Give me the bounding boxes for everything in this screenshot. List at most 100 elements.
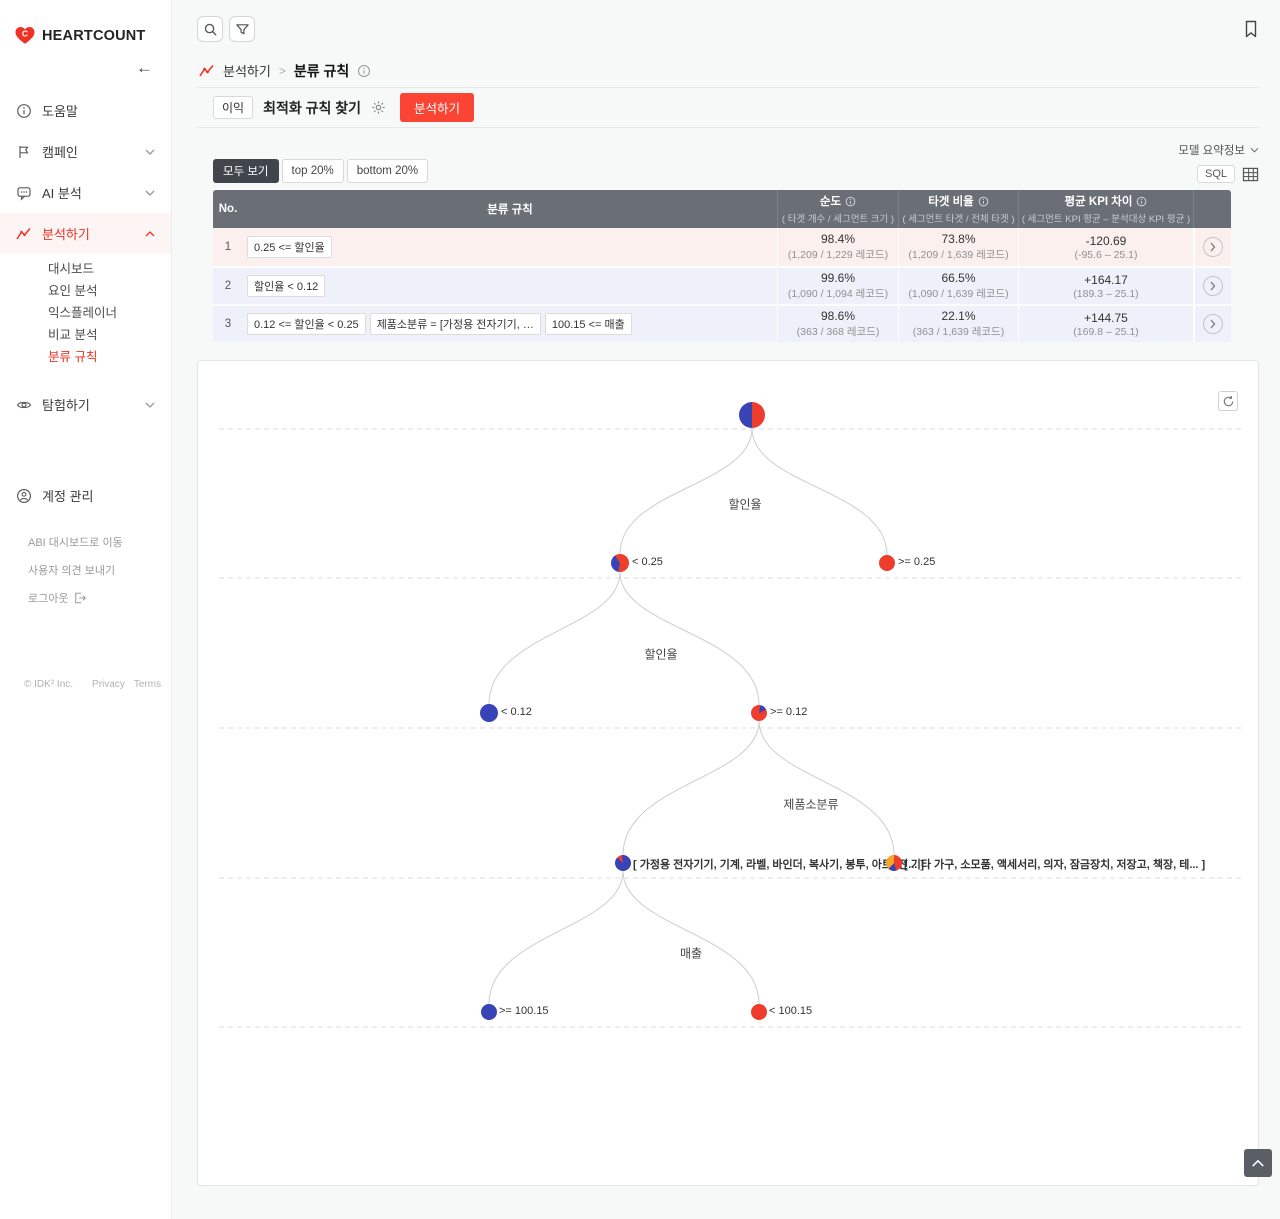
sidebar-item-classification-rules[interactable]: 분류 규칙 bbox=[48, 350, 98, 364]
info-icon[interactable] bbox=[978, 196, 989, 207]
brand-name: HEARTCOUNT bbox=[42, 27, 146, 44]
header-label: 순도 bbox=[819, 196, 842, 208]
tree-node-sales-gte-10015[interactable] bbox=[481, 1004, 497, 1020]
chevron-down-icon bbox=[145, 402, 155, 408]
row-detail-button[interactable] bbox=[1203, 237, 1223, 257]
split-variable-label: 할인율 bbox=[722, 495, 768, 513]
table-row[interactable]: 3 0.12 <= 할인율 < 0.25 제품소분류 = [가정용 전자기기, … bbox=[213, 304, 1231, 342]
sidebar-item-label: 계정 관리 bbox=[42, 489, 94, 504]
sidebar-item-factor-analysis[interactable]: 요인 분석 bbox=[48, 284, 98, 298]
chevron-right-icon bbox=[1210, 281, 1216, 291]
split-variable-label: 할인율 bbox=[638, 645, 684, 663]
link-label: 로그아웃 bbox=[28, 593, 69, 605]
sidebar-item-help[interactable]: 도움말 bbox=[0, 90, 171, 131]
privacy-link[interactable]: Privacy bbox=[92, 679, 125, 690]
tree-node-sales-lt-10015[interactable] bbox=[751, 1004, 767, 1020]
kpi-diff-cell: -120.69 (-95.6 – 25.1) bbox=[1018, 228, 1193, 266]
terms-link[interactable]: Terms bbox=[133, 679, 162, 690]
filter-chip-bottom20[interactable]: bottom 20% bbox=[346, 159, 429, 183]
tree-node-label: [ 기타 가구, 소모품, 액세서리, 의자, 잠금장치, 저장고, 책장, 테… bbox=[904, 859, 1206, 871]
reset-tree-button[interactable] bbox=[1218, 391, 1238, 411]
kpi-chip[interactable]: 이익 bbox=[213, 96, 254, 119]
chevron-up-icon bbox=[145, 230, 155, 237]
tree-node-subcategory-right[interactable] bbox=[886, 855, 902, 871]
tree-edges-layer bbox=[219, 427, 1244, 1028]
sidebar-item-explainer[interactable]: 익스플레이너 bbox=[48, 306, 118, 320]
sidebar-item-account[interactable]: 계정 관리 bbox=[0, 475, 171, 516]
breadcrumb-separator: > bbox=[278, 63, 286, 78]
table-controls: 모두 보기 top 20% bottom 20% 모델 요약정보 SQL bbox=[197, 142, 1259, 183]
search-button[interactable] bbox=[197, 16, 223, 42]
sidebar-item-dashboard[interactable]: 대시보드 bbox=[48, 262, 95, 276]
tree-node-discount-lt-025[interactable] bbox=[611, 554, 629, 572]
tree-node-subcategory-left[interactable] bbox=[615, 855, 631, 871]
breadcrumb-section[interactable]: 분석하기 bbox=[223, 64, 271, 79]
filter-chip-top20[interactable]: top 20% bbox=[281, 159, 344, 183]
row-detail-button[interactable] bbox=[1203, 276, 1223, 296]
bookmark-icon bbox=[1243, 20, 1259, 38]
table-view-button[interactable] bbox=[1242, 167, 1259, 182]
table-row[interactable]: 2 할인율 < 0.12 99.6% (1,090 / 1,094 레코드) 66… bbox=[213, 266, 1231, 304]
info-icon[interactable] bbox=[1136, 196, 1147, 207]
sidebar-collapse-button[interactable]: ← bbox=[136, 58, 153, 77]
table-row[interactable]: 1 0.25 <= 할인율 98.4% (1,209 / 1,229 레코드) 7… bbox=[213, 228, 1231, 266]
table-header-row: No. 분류 규칙 순도 ( 타겟 개수 / 세그먼트 크기 ) 타겟 비율 (… bbox=[213, 190, 1231, 228]
analysis-chart-icon bbox=[199, 64, 215, 78]
sidebar-item-explore[interactable]: 탐험하기 bbox=[0, 384, 171, 425]
column-header-no: No. bbox=[213, 190, 243, 228]
analyze-button[interactable]: 분석하기 bbox=[400, 93, 475, 122]
sidebar-link-feedback[interactable]: 사용자 의견 보내기 bbox=[0, 556, 171, 584]
column-header-target-ratio: 타겟 비율 ( 세그먼트 타겟 / 전체 타겟 ) bbox=[898, 190, 1018, 228]
chevron-right-icon bbox=[1210, 319, 1216, 329]
section-title: 최적화 규칙 찾기 bbox=[263, 99, 362, 116]
chevron-down-icon bbox=[145, 190, 155, 196]
tree-node-discount-gte-012[interactable] bbox=[751, 705, 767, 721]
sidebar-link-logout[interactable]: 로그아웃 bbox=[0, 584, 171, 612]
purity-cell: 98.4% (1,209 / 1,229 레코드) bbox=[777, 228, 898, 266]
bookmark-button[interactable] bbox=[1243, 20, 1259, 38]
sidebar-menu: 도움말 캠페인 AI 분석 분석하기 bbox=[0, 90, 171, 612]
page-title: 분류 규칙 bbox=[293, 62, 350, 79]
settings-button[interactable] bbox=[371, 100, 386, 115]
row-detail-button[interactable] bbox=[1203, 314, 1223, 334]
column-header-detail bbox=[1193, 190, 1231, 228]
tree-node-root[interactable] bbox=[739, 402, 765, 428]
filter-button[interactable] bbox=[229, 16, 255, 42]
sidebar-item-label: 분석하기 bbox=[42, 227, 90, 242]
kpi-diff-cell: +164.17 (189.3 – 25.1) bbox=[1018, 266, 1193, 304]
tree-node-label: [ 가정용 전자기기, 기계, 라벨, 바인더, 복사기, 봉투, 아트, 전.… bbox=[633, 859, 925, 871]
split-variable-label: 제품소분류 bbox=[777, 795, 845, 813]
tree-node-label: >= 0.25 bbox=[898, 556, 936, 568]
tree-node-discount-gte-025[interactable] bbox=[879, 555, 895, 571]
info-icon[interactable] bbox=[845, 196, 856, 207]
sidebar-item-label: 도움말 bbox=[42, 104, 78, 119]
analyze-submenu: 대시보드 요인 분석 익스플레이너 비교 분석 분류 규칙 bbox=[0, 254, 171, 374]
chat-icon bbox=[16, 185, 32, 201]
filter-chip-all[interactable]: 모두 보기 bbox=[213, 159, 279, 183]
sidebar-item-ai-analysis[interactable]: AI 분석 bbox=[0, 172, 171, 213]
brand-logo: C HEARTCOUNT bbox=[0, 0, 171, 45]
info-icon bbox=[16, 103, 32, 119]
heart-logo-icon: C bbox=[14, 26, 36, 45]
sql-button[interactable]: SQL bbox=[1196, 165, 1235, 183]
header-label: 평균 KPI 차이 bbox=[1064, 196, 1133, 208]
user-icon bbox=[16, 488, 32, 504]
info-icon[interactable] bbox=[357, 64, 371, 78]
reset-icon bbox=[1222, 395, 1235, 408]
tree-node-discount-lt-012[interactable] bbox=[480, 704, 498, 722]
model-summary-toggle[interactable]: 모델 요약정보 bbox=[1178, 142, 1259, 158]
sidebar-link-abi-dashboard[interactable]: ABI 대시보드로 이동 bbox=[0, 528, 171, 556]
sidebar-item-compare-analysis[interactable]: 비교 분석 bbox=[48, 328, 98, 342]
decision-tree-panel: < 0.25 >= 0.25 < 0.12 >= 0.12 [ 가정용 전자기기… bbox=[197, 360, 1259, 1186]
sidebar-item-analyze[interactable]: 분석하기 bbox=[0, 213, 171, 254]
sidebar-item-label: 탐험하기 bbox=[42, 398, 90, 413]
header-sublabel: ( 세그먼트 타겟 / 전체 타겟 ) bbox=[902, 214, 1015, 225]
topbar bbox=[197, 16, 1259, 42]
rule-chip: 0.12 <= 할인율 < 0.25 bbox=[247, 313, 366, 335]
target-ratio-cell: 22.1% (363 / 1,639 레코드) bbox=[898, 304, 1018, 342]
sidebar-item-label: 캠페인 bbox=[42, 145, 78, 160]
scroll-to-top-button[interactable] bbox=[1244, 1149, 1272, 1177]
sidebar-item-campaign[interactable]: 캠페인 bbox=[0, 131, 171, 172]
gear-icon bbox=[371, 100, 386, 115]
filter-funnel-icon bbox=[235, 22, 250, 37]
